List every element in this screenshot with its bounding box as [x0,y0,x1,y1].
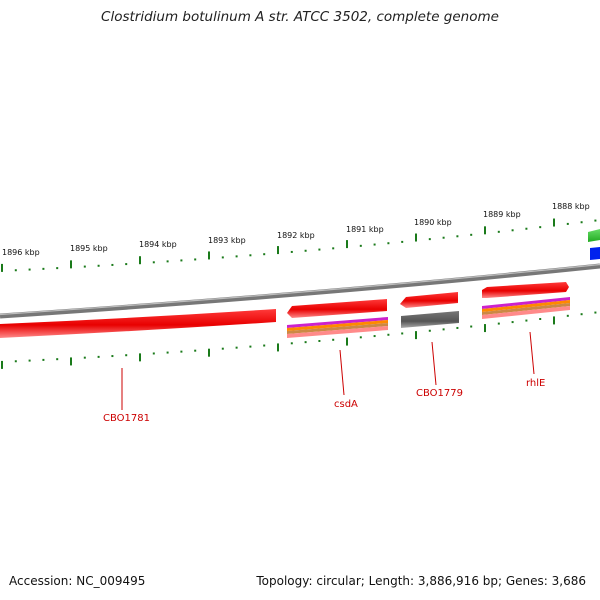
scale-label-1895: 1895 kbp [70,244,108,253]
upper-scale-ticks [1,218,597,272]
gene-right-edge-green[interactable] [588,229,600,242]
gene-label-csda: csdA [334,399,358,410]
scale-label-1888: 1888 kbp [552,202,590,211]
scale-label-1893: 1893 kbp [208,236,246,245]
gene-right-edge-blue[interactable] [590,247,600,260]
gene-csda[interactable] [287,299,387,318]
accession-text: Accession: NC_009495 [9,574,146,588]
gene-rhle[interactable] [482,282,569,298]
scale-label-1892: 1892 kbp [277,231,315,240]
scale-label-1889: 1889 kbp [483,210,521,219]
gene-label-cbo1781: CBO1781 [103,413,150,424]
cog-stripes [287,297,570,338]
gene-label-leaders [121,331,535,410]
gene-features[interactable] [0,229,600,338]
gene-labels: CBO1781 csdA CBO1779 rhlE [103,378,545,424]
genome-summary-text: Topology: circular; Length: 3,886,916 bp… [256,574,586,588]
gene-label-cbo1779: CBO1779 [416,388,463,399]
gene-label-rhle: rhlE [526,378,545,389]
map-title: Clostridium botulinum A str. ATCC 3502, … [101,9,499,25]
scale-label-1890: 1890 kbp [414,218,452,227]
scale-label-1896: 1896 kbp [2,248,40,257]
scale-labels: 1896 kbp 1895 kbp 1894 kbp 1893 kbp 1892… [2,202,590,257]
genome-backbone [0,263,600,319]
lower-scale-ticks [1,311,597,369]
scale-label-1891: 1891 kbp [346,225,384,234]
gene-cbo1781[interactable] [0,309,276,338]
gene-cbo1779[interactable] [400,292,458,308]
scale-label-1894: 1894 kbp [139,240,177,249]
